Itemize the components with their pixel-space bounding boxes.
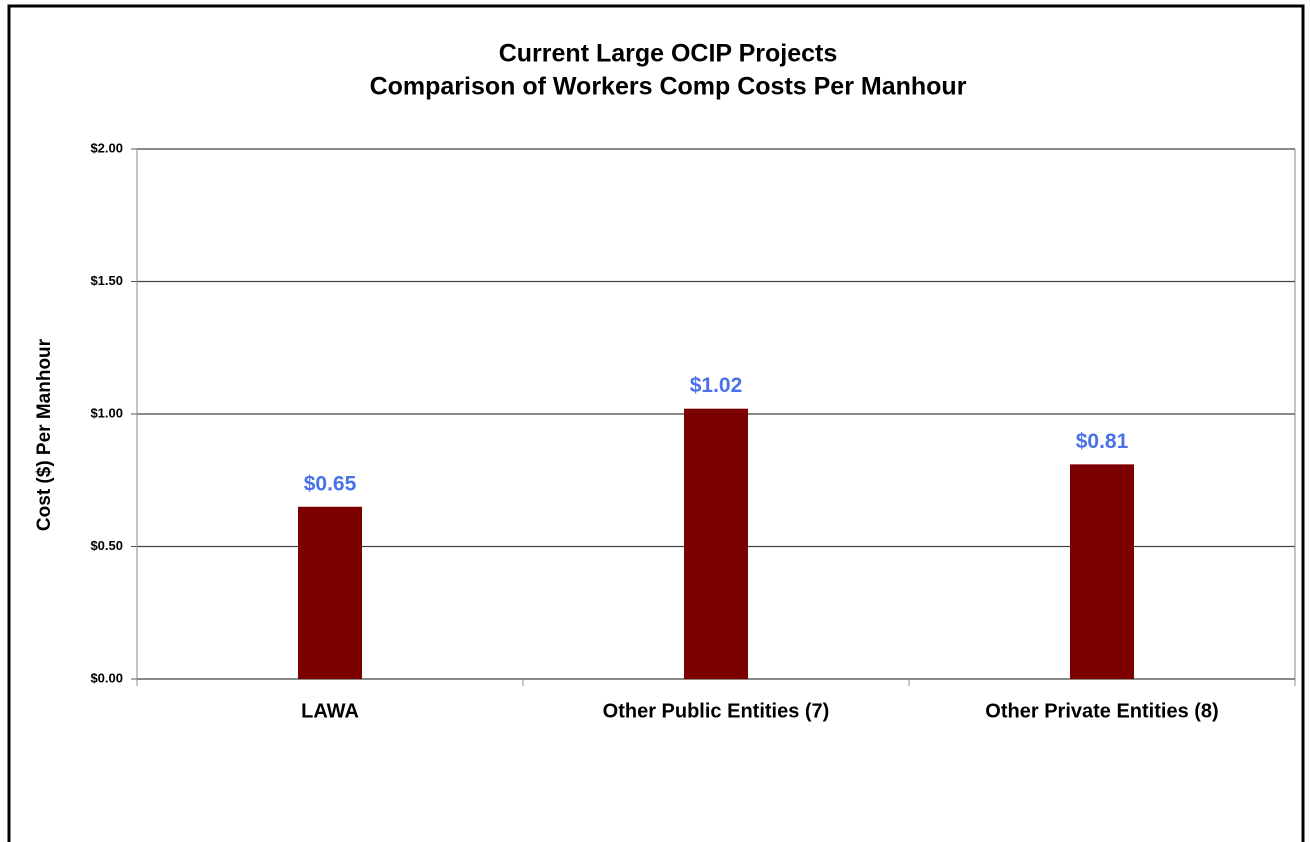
data-label: $0.65: [304, 472, 357, 495]
x-tick-label: Other Private Entities (8): [985, 700, 1218, 722]
chart-title: Comparison of Workers Comp Costs Per Man…: [370, 73, 967, 101]
x-tick-label: Other Public Entities (7): [603, 700, 830, 722]
data-label: $1.02: [690, 374, 743, 397]
data-label: $0.81: [1076, 430, 1129, 453]
bar: [1070, 464, 1134, 679]
chart-frame: [7, 4, 1305, 842]
y-tick-label: $0.50: [90, 538, 123, 553]
chart-title: Current Large OCIP Projects: [499, 40, 838, 68]
bar: [684, 408, 748, 679]
y-tick-label: $1.50: [90, 273, 123, 288]
y-tick-label: $1.00: [90, 405, 123, 420]
y-tick-label: $0.00: [90, 670, 123, 685]
bar: [298, 506, 362, 679]
y-tick-label: $2.00: [90, 140, 123, 155]
y-axis-label: Cost ($) Per Manhour: [34, 338, 55, 531]
x-tick-label: LAWA: [301, 700, 359, 722]
